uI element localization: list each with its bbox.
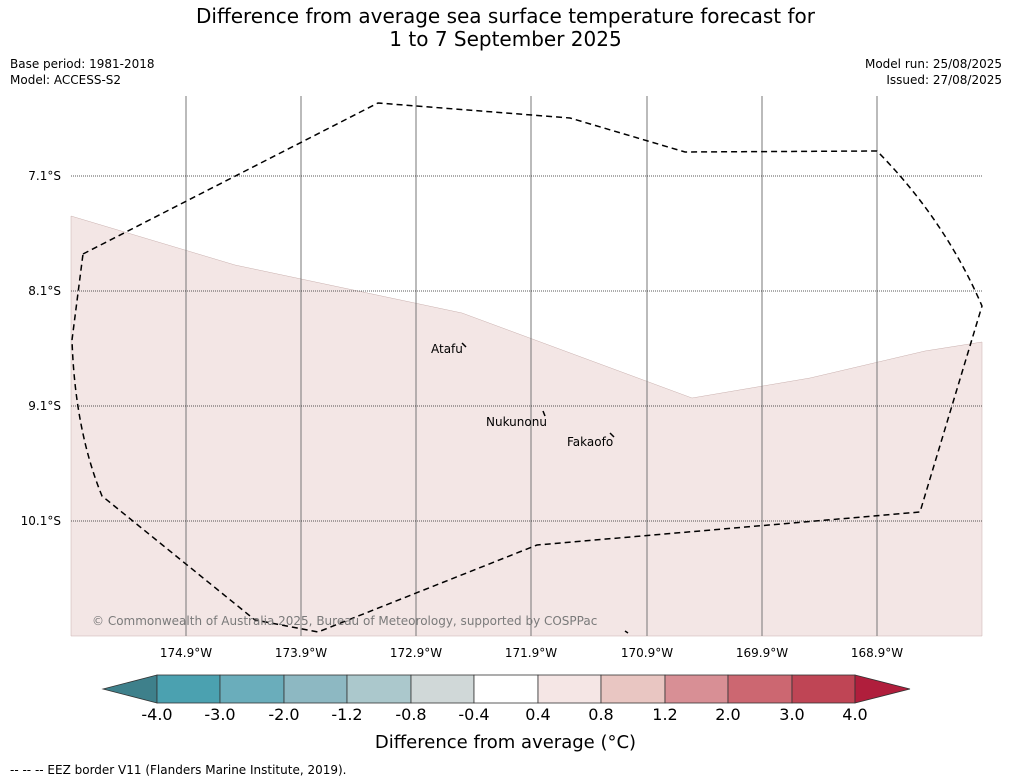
title-line-2: 1 to 7 September 2025 — [389, 27, 622, 51]
lat-label: 7.1°S — [28, 169, 61, 183]
colorbar-extend-low — [101, 674, 158, 704]
lat-label: 8.1°S — [28, 284, 61, 298]
lon-label: 173.9°W — [274, 646, 328, 660]
base-period: Base period: 1981-2018 — [10, 57, 155, 71]
colorbar-tick: 4.0 — [842, 705, 868, 724]
nukunonu-atoll — [542, 410, 546, 417]
place-label-fakaofo: Fakaofo — [567, 435, 614, 449]
longitude-gridlines — [185, 96, 878, 636]
colorbar-title: Difference from average (°C) — [374, 732, 637, 753]
fakaofo-atoll — [609, 432, 615, 438]
colorbar-tick: -2.0 — [268, 705, 300, 724]
colorbar-tick: -3.0 — [204, 705, 236, 724]
eez-legend-note: -- -- -- EEZ border V11 (Flanders Marine… — [10, 763, 347, 777]
colorbar-tick: -4.0 — [141, 705, 173, 724]
meta-right: Model run: 25/08/2025 Issued: 27/08/2025 — [865, 56, 1002, 88]
colorbar-bin — [219, 674, 285, 704]
colorbar-bin — [156, 674, 221, 704]
colorbar-bin — [727, 674, 793, 704]
lon-label: 168.9°W — [850, 646, 904, 660]
colorbar-tick: 2.0 — [715, 705, 741, 724]
colorbar — [101, 674, 911, 704]
colorbar-tick: 3.0 — [779, 705, 805, 724]
lon-label: 170.9°W — [620, 646, 674, 660]
model-name: Model: ACCESS-S2 — [10, 73, 122, 87]
islands — [461, 342, 629, 634]
lon-label: 174.9°W — [159, 646, 213, 660]
meta-left: Base period: 1981-2018 Model: ACCESS-S2 — [10, 56, 155, 88]
model-run: Model run: 25/08/2025 — [864, 57, 1002, 71]
small-islet — [624, 630, 629, 634]
colorbar-tick: -0.8 — [395, 705, 427, 724]
colorbar-bin — [537, 674, 602, 704]
colorbar-tick: -1.2 — [331, 705, 363, 724]
title-line-1: Difference from average sea surface temp… — [195, 4, 815, 28]
copyright-notice: © Commonwealth of Australia 2025, Bureau… — [92, 614, 598, 628]
colorbar-bin — [791, 674, 856, 704]
colorbar-tick: 0.8 — [588, 705, 614, 724]
colorbar-tick: 0.4 — [525, 705, 551, 724]
lon-label: 172.9°W — [389, 646, 443, 660]
place-label-atafu: Atafu — [431, 342, 463, 356]
lon-label: 171.9°W — [504, 646, 558, 660]
anomaly-shading — [70, 215, 983, 637]
eez-border — [71, 102, 983, 633]
colorbar-tick: 1.2 — [652, 705, 678, 724]
place-label-nukunonu: Nukunonu — [486, 415, 547, 429]
lon-label: 169.9°W — [735, 646, 789, 660]
colorbar-extend-high — [854, 674, 911, 704]
lat-label: 10.1°S — [20, 514, 61, 528]
colorbar-bin — [410, 674, 475, 704]
colorbar-bin — [346, 674, 412, 704]
issued-date: Issued: 27/08/2025 — [886, 73, 1002, 87]
colorbar-bin — [664, 674, 729, 704]
colorbar-bin — [600, 674, 666, 704]
colorbar-bin — [473, 674, 539, 704]
atafu-atoll — [461, 342, 467, 348]
map-title: Difference from average sea surface temp… — [0, 5, 1011, 51]
lat-label: 9.1°S — [28, 399, 61, 413]
colorbar-bin — [283, 674, 348, 704]
colorbar-tick: -0.4 — [458, 705, 490, 724]
